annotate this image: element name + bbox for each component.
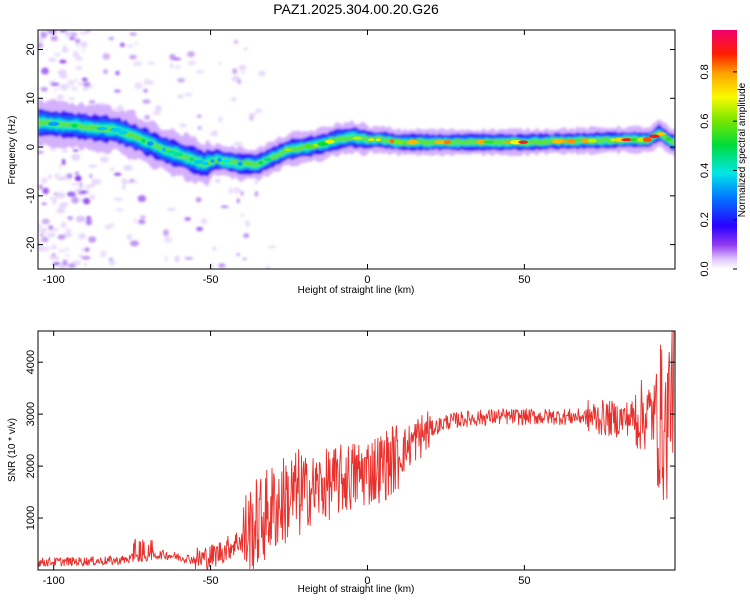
spectrogram-band-layer — [38, 116, 675, 170]
spectrogram-hot-spot — [587, 138, 597, 143]
spectrogram-hot-spot — [375, 138, 381, 141]
spectrogram-hot-spot — [566, 138, 576, 144]
colorbar-label: Normalized spectral amplitude — [737, 82, 748, 217]
spectrogram-hot-spot — [71, 123, 78, 128]
spectrogram-hot-spot — [48, 121, 60, 127]
snr-x-label: Height of straight line (km) — [298, 584, 415, 595]
spectrogram-hot-spot — [193, 159, 204, 164]
snr-panel: -100 -50 0 50 1000 2000 3000 4000 Height of str… — [7, 330, 676, 595]
spectrogram-hot-spots — [48, 121, 671, 167]
colorbar-tick-label: 0.8 — [699, 64, 711, 79]
colorbar-ticks: 0.0 0.2 0.4 0.6 0.8 — [699, 64, 737, 277]
spectrogram-hot-spot — [217, 157, 222, 162]
snr-frame — [37, 330, 676, 571]
spectrogram-y-tick-label: -10 — [25, 188, 37, 204]
spectrogram-hot-spot — [665, 137, 671, 142]
spectrogram-hot-spot — [189, 157, 195, 162]
snr-y-label: SNR (10 * v/v) — [7, 418, 18, 482]
spectrogram-hot-spot — [552, 138, 564, 144]
spectrogram-hot-spot — [313, 143, 319, 147]
spectrogram-hot-spot — [117, 130, 128, 135]
spectrogram-x-tick-label: 50 — [518, 274, 530, 286]
spectrogram-hot-spot — [237, 161, 243, 167]
spectrogram-hot-spot — [510, 140, 523, 145]
spectrogram-hot-spot — [172, 152, 184, 157]
spectrogram-hot-spot — [562, 139, 567, 143]
spectrogram-hot-spot — [637, 137, 644, 142]
spectrogram-hot-spot — [580, 138, 590, 143]
spectrogram-heatmap — [38, 30, 675, 269]
spectrogram-hot-spot — [258, 160, 264, 165]
spectrogram-hot-spot — [656, 132, 666, 136]
spectrogram-hot-spot — [141, 138, 146, 143]
spectrogram-hot-spot — [476, 139, 488, 145]
spectrogram-hot-spot — [390, 138, 394, 144]
spectrogram-hot-spot — [407, 139, 419, 145]
snr-x-tick-label: -50 — [203, 575, 219, 587]
snr-x-tick-label: 0 — [364, 575, 370, 587]
spectrogram-band-layer — [38, 120, 675, 168]
spectrogram-hot-spot — [325, 139, 335, 144]
spectrogram-y-label: Frequency (Hz) — [7, 116, 18, 185]
spectrogram-frame — [37, 29, 676, 270]
spectrogram-hot-spot — [96, 126, 108, 131]
spectrogram-hot-spot — [630, 138, 637, 142]
spectrogram-y-tick-label: -20 — [25, 237, 37, 253]
colorbar-tick-label: 0.0 — [699, 261, 711, 276]
spectrogram-y-tick-label: 20 — [25, 43, 37, 55]
spectrogram-hot-spot — [518, 140, 528, 144]
colorbar-tick-label: 0.2 — [699, 212, 711, 227]
spectrogram-hot-spot — [643, 137, 652, 143]
spectrogram-y-tick-label: 10 — [25, 92, 37, 104]
spectrogram-hot-spot — [284, 148, 293, 152]
snr-y-tick-label: 4000 — [25, 350, 37, 374]
spectrogram-hot-spot — [648, 134, 660, 139]
snr-y-tick-label: 1000 — [25, 506, 37, 530]
spectrogram-x-tick-label: -100 — [43, 274, 65, 286]
spectrogram-hot-spot — [161, 147, 167, 152]
colorbar-tick-label: 0.4 — [699, 163, 711, 178]
spectrogram-hot-spot — [434, 140, 447, 145]
spectrogram-hot-spot — [202, 161, 209, 166]
spectrogram-x-label: Height of straight line (km) — [298, 285, 415, 296]
snr-x-tick-label: 50 — [518, 575, 530, 587]
snr-y-tick-label: 3000 — [25, 402, 37, 426]
spectrogram-hot-spot — [147, 141, 154, 147]
spectrogram-hot-spot — [263, 157, 272, 162]
spectrogram-hot-spot — [614, 137, 625, 142]
spectrogram-hot-spot — [482, 140, 495, 144]
colorbar: 0.0 0.2 0.4 0.6 0.8 Normalized spectral ampl… — [699, 30, 748, 277]
spectrogram-hot-spot — [110, 127, 122, 132]
spectrogram-hot-spot — [210, 159, 215, 163]
spectrogram-hot-spot — [395, 140, 403, 145]
spectrogram-x-tick-label: 0 — [364, 274, 370, 286]
spectrogram-y-tick-label: 0 — [25, 144, 37, 150]
snr-series-line — [38, 331, 675, 570]
snr-y-tick-label: 2000 — [25, 454, 37, 478]
spectrogram-x-tick-label: -50 — [203, 274, 219, 286]
snr-background — [38, 331, 675, 570]
snr-x-tick-label: -100 — [43, 575, 65, 587]
spectrogram-hot-spot — [443, 140, 451, 145]
spectrogram-hot-spot — [610, 138, 616, 142]
spectrogram-hot-spot — [352, 136, 363, 140]
spectrogram-hot-spot — [166, 150, 176, 154]
spectrogram-hot-spot — [621, 138, 633, 142]
snr-ticks: -100 -50 0 50 1000 2000 3000 4000 — [25, 331, 675, 587]
colorbar-gradient — [712, 30, 737, 269]
figure-title: PAZ1.2025.304.00.20.G26 — [273, 1, 439, 17]
spectrogram-hot-spot — [221, 159, 232, 163]
colorbar-tick-label: 0.6 — [699, 114, 711, 129]
spectrogram-hot-spot — [368, 138, 375, 141]
spectrogram-hot-spot — [304, 144, 314, 149]
